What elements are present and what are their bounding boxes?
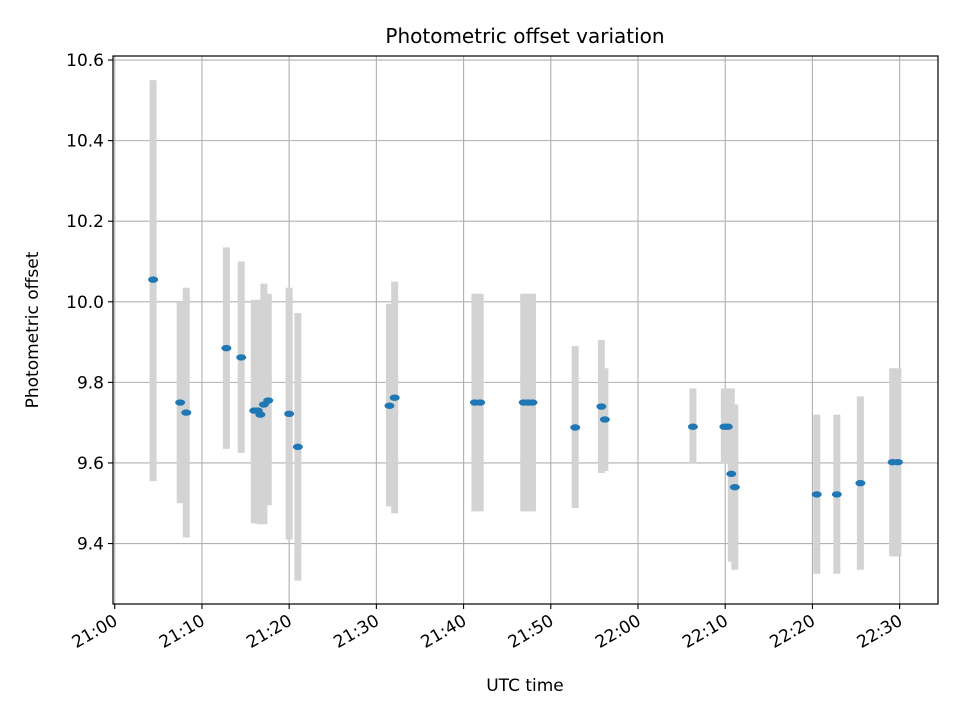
data-point — [527, 399, 538, 406]
data-point — [599, 416, 610, 423]
x-axis-label: UTC time — [486, 676, 564, 696]
data-point — [475, 399, 486, 406]
data-point — [148, 276, 159, 283]
data-point — [389, 394, 400, 401]
y-tick-label: 9.6 — [77, 454, 104, 474]
data-point — [570, 424, 581, 431]
data-point — [811, 491, 822, 498]
data-point — [175, 399, 186, 406]
data-point — [284, 410, 295, 418]
y-axis-ticks: 9.4 9.6 9.8 10.0 10.2 10.4 10.6 — [66, 51, 113, 555]
chart-title: Photometric offset variation — [385, 24, 664, 48]
y-tick-label: 9.8 — [77, 373, 104, 393]
data-point — [892, 458, 903, 466]
y-tick-label: 10.0 — [66, 293, 104, 313]
data-point — [263, 397, 274, 404]
y-tick-label: 10.4 — [66, 132, 104, 152]
data-point — [687, 423, 698, 430]
data-point — [384, 402, 395, 409]
y-axis-label: Photometric offset — [23, 251, 43, 408]
data-point — [722, 423, 733, 430]
y-tick-label: 10.6 — [66, 51, 104, 71]
data-point — [729, 483, 740, 491]
data-point — [255, 411, 266, 418]
data-point — [236, 354, 247, 361]
data-point — [726, 470, 737, 478]
data-point — [831, 491, 842, 498]
data-point — [221, 344, 232, 352]
data-point — [596, 403, 607, 410]
data-points — [148, 276, 903, 498]
y-tick-label: 9.4 — [77, 535, 104, 555]
data-point — [181, 409, 192, 416]
y-tick-label: 10.2 — [66, 212, 104, 232]
data-point — [292, 443, 303, 451]
data-point — [855, 479, 866, 487]
plot-area-frame — [112, 55, 939, 605]
